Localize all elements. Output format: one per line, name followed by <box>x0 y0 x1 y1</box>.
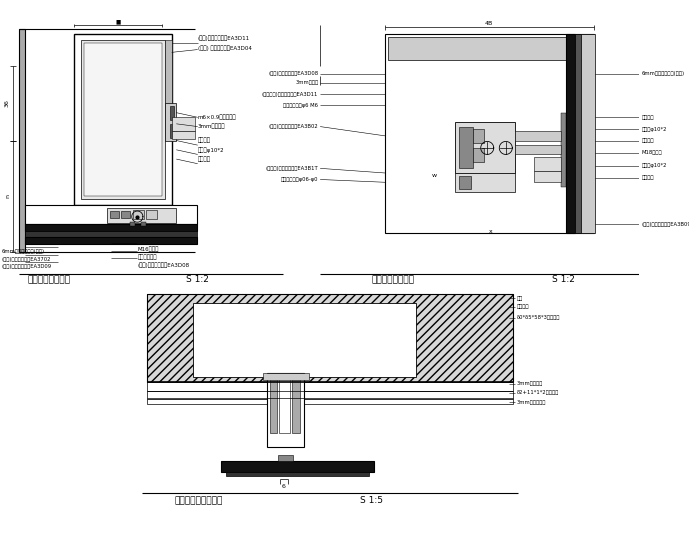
Bar <box>133 210 144 219</box>
Text: (品质)光学夹基铝材EA3D08: (品质)光学夹基铝材EA3D08 <box>137 262 189 268</box>
Text: w: w <box>431 173 437 178</box>
Text: (固定) 光学夹基铝材EA3D04: (固定) 光学夹基铝材EA3D04 <box>198 45 251 51</box>
Bar <box>562 113 566 187</box>
Bar <box>147 382 513 391</box>
Bar <box>473 148 484 162</box>
Text: (整体)光天夹基铝材EA3B02: (整体)光天夹基铝材EA3B02 <box>269 124 318 129</box>
Text: 密封胶带: 密封胶带 <box>641 175 654 180</box>
Bar <box>107 208 176 223</box>
Bar <box>172 131 195 139</box>
Bar <box>145 210 157 219</box>
Bar <box>267 372 305 447</box>
Bar <box>292 377 300 433</box>
Text: δ2+11*1*2铝料铝条: δ2+11*1*2铝料铝条 <box>517 390 559 396</box>
Text: 4B: 4B <box>485 21 493 26</box>
Bar <box>455 122 515 173</box>
Bar <box>81 40 165 199</box>
Bar <box>25 237 197 245</box>
Text: 光天不锈钢钉φ6 M6: 光天不锈钢钉φ6 M6 <box>283 103 318 108</box>
Text: 双密胶φ10*2: 双密胶φ10*2 <box>641 127 667 132</box>
Text: 密封胶带: 密封胶带 <box>641 115 654 120</box>
Bar <box>385 34 594 233</box>
Text: 保密铝挡: 保密铝挡 <box>198 138 211 143</box>
Bar <box>534 171 562 182</box>
Text: 6mm钢化玻璃幕墙(背色): 6mm钢化玻璃幕墙(背色) <box>641 71 684 76</box>
Text: 密封胶带: 密封胶带 <box>198 156 211 162</box>
Bar <box>121 211 130 218</box>
Text: 主龙骨标准安装节点: 主龙骨标准安装节点 <box>174 496 223 505</box>
Text: (铝材积)光天夹基铝材EA3B1T: (铝材积)光天夹基铝材EA3B1T <box>265 166 318 171</box>
Bar <box>270 377 278 433</box>
Bar <box>515 145 562 155</box>
Text: (里里中电)光学夹基铝材EA3D11: (里里中电)光学夹基铝材EA3D11 <box>262 92 318 96</box>
Text: S 1:5: S 1:5 <box>360 496 383 505</box>
Text: 6: 6 <box>282 484 286 489</box>
Bar <box>25 224 197 231</box>
Text: 双密胶φ10*2: 双密胶φ10*2 <box>641 163 667 168</box>
Text: 3mm橡胶垫: 3mm橡胶垫 <box>295 80 318 86</box>
Text: 阳极氧化铝挡: 阳极氧化铝挡 <box>137 254 157 260</box>
Bar <box>581 34 595 233</box>
Bar <box>147 294 513 382</box>
Text: 标准水平安装节点: 标准水平安装节点 <box>28 275 71 284</box>
Text: 6mm钢化玻璃幕墙(外色): 6mm钢化玻璃幕墙(外色) <box>2 250 45 254</box>
Bar <box>534 157 562 171</box>
Bar <box>193 303 415 377</box>
Bar <box>83 43 163 196</box>
Text: S 1:2: S 1:2 <box>185 275 209 284</box>
Bar <box>25 231 197 237</box>
Bar <box>225 472 369 476</box>
Bar <box>455 173 515 191</box>
Bar <box>25 205 197 224</box>
Text: (铝材)光学夹基铝材EA3D09: (铝材)光学夹基铝材EA3D09 <box>2 264 52 270</box>
Bar <box>147 398 513 404</box>
Text: n: n <box>5 194 10 198</box>
Text: M16钢螺栓: M16钢螺栓 <box>137 246 158 252</box>
Bar <box>279 377 291 433</box>
Text: (里里)光天夹基铝材EA3B09: (里里)光天夹基铝材EA3B09 <box>641 222 689 226</box>
Bar <box>169 124 174 138</box>
Text: δ0*δ5*58*3钢型钢构: δ0*δ5*58*3钢型钢构 <box>517 315 560 320</box>
Bar <box>460 176 471 189</box>
Text: ■: ■ <box>115 19 121 24</box>
Text: 顶盖: 顶盖 <box>517 296 523 301</box>
Text: (活动)玻璃夹基铝材EA3D11: (活动)玻璃夹基铝材EA3D11 <box>198 36 250 41</box>
Text: m6×0.9不锈钢螺钉: m6×0.9不锈钢螺钉 <box>198 114 236 120</box>
Bar <box>278 455 294 461</box>
Bar <box>165 103 176 141</box>
Text: 36: 36 <box>5 100 10 107</box>
Bar <box>473 129 484 143</box>
Text: S 1:2: S 1:2 <box>552 275 575 284</box>
Bar <box>172 118 195 131</box>
Bar <box>566 34 575 233</box>
Text: 光天不锈钢钉φ06-φ0: 光天不锈钢钉φ06-φ0 <box>281 177 318 182</box>
Bar <box>74 34 172 205</box>
Text: 3mm橡胶密封片: 3mm橡胶密封片 <box>517 400 546 405</box>
Bar <box>460 127 473 168</box>
Bar <box>19 29 25 252</box>
Text: 标准垂直安装节点: 标准垂直安装节点 <box>371 275 414 284</box>
Bar <box>263 372 309 380</box>
Bar <box>169 106 174 120</box>
Bar <box>515 131 562 141</box>
Text: (里里)光学夹基铝材EA3702: (里里)光学夹基铝材EA3702 <box>2 257 52 262</box>
Text: x: x <box>489 229 493 234</box>
Text: 3mm橡胶垫条: 3mm橡胶垫条 <box>198 124 225 129</box>
Bar <box>141 222 145 226</box>
Text: 3mm橡胶垫条: 3mm橡胶垫条 <box>517 381 543 386</box>
Text: 保密铝挡: 保密铝挡 <box>641 138 654 143</box>
Bar <box>147 294 513 382</box>
Bar <box>575 34 581 233</box>
Bar <box>221 461 374 472</box>
Text: (活动)光学夹基铝材EA3D08: (活动)光学夹基铝材EA3D08 <box>268 71 318 76</box>
Text: 双密胶φ10*2: 双密胶φ10*2 <box>198 147 225 153</box>
Bar <box>388 37 591 60</box>
Bar <box>130 222 134 226</box>
Text: M18边内头: M18边内头 <box>641 150 662 155</box>
Bar <box>147 391 513 398</box>
Text: 原发面板: 原发面板 <box>517 304 529 309</box>
Bar <box>165 40 172 103</box>
Bar <box>110 211 119 218</box>
